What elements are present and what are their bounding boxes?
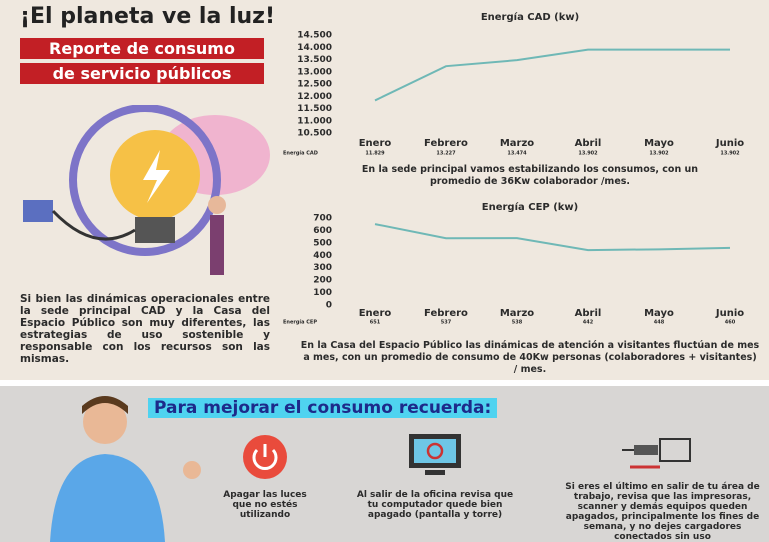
bulb-illustration (15, 105, 275, 285)
y-tick-label: 700 (313, 214, 332, 224)
tip: Al salir de la oficina revisa que tu com… (350, 490, 520, 520)
banner-line: de servicio públicos (20, 63, 264, 84)
value-label: 13.474 (507, 151, 527, 157)
tip: Apagar las luces que no estés utilizando (215, 490, 315, 520)
x-tick-label: Mayo (644, 308, 674, 319)
y-tick-label: 100 (313, 288, 332, 298)
infographic: ¡El planeta ve la luz! Reporte de consum… (0, 0, 769, 542)
y-tick-label: 11.000 (297, 116, 332, 126)
y-tick-label: 12.500 (297, 80, 332, 90)
chart-note: En la sede principal vamos estabilizando… (360, 164, 700, 188)
value-label: 448 (654, 320, 665, 326)
value-label: 537 (441, 320, 452, 326)
computer-icon (405, 430, 465, 480)
value-label: 13.902 (720, 151, 740, 157)
y-tick-label: 14.500 (297, 31, 332, 41)
title: ¡El planeta ve la luz! (20, 4, 275, 29)
data-line (375, 224, 730, 250)
x-tick-label: Marzo (500, 138, 534, 149)
value-label: 538 (512, 320, 523, 326)
x-tick-label: Febrero (424, 138, 468, 149)
chart-title: Energía CEP (kw) (482, 201, 579, 213)
value-label: 442 (583, 320, 594, 326)
chart-cad: Energía CAD (kw) 10.500 11.000 11.500 12.000… (280, 8, 760, 163)
y-tick-label: 600 (313, 226, 332, 236)
x-tick-label: Abril (575, 308, 602, 319)
value-label: 11.829 (365, 151, 385, 157)
banner-line: Reporte de consumo (20, 38, 264, 59)
y-tick-label: 400 (313, 251, 332, 261)
data-line (375, 50, 730, 101)
x-tick-label: Marzo (500, 308, 534, 319)
chart-title: Energía CAD (kw) (481, 11, 579, 23)
tip: Si eres el último en salir de tu área de… (560, 482, 765, 542)
chart-note: En la Casa del Espacio Público las dinám… (300, 340, 760, 376)
value-label: 13.902 (578, 151, 598, 157)
plug-icon (620, 435, 700, 475)
y-tick-label: 200 (313, 276, 332, 286)
x-tick-label: Junio (715, 308, 744, 319)
intro-text: Si bien las dinámicas operacionales entr… (20, 293, 270, 365)
value-label: 13.902 (649, 151, 669, 157)
x-tick-label: Enero (359, 308, 392, 319)
row-label: Energía CEP (283, 319, 317, 326)
x-tick-label: Abril (575, 138, 602, 149)
y-tick-label: 14.000 (297, 43, 332, 53)
y-tick-label: 10.500 (297, 129, 332, 139)
value-label: 651 (370, 320, 381, 326)
x-tick-label: Enero (359, 138, 392, 149)
x-tick-label: Mayo (644, 138, 674, 149)
value-label: 460 (725, 320, 736, 326)
banner: Reporte de consumo de servicio públicos (20, 38, 264, 84)
x-tick-label: Febrero (424, 308, 468, 319)
power-icon (235, 432, 295, 482)
chart-cep: Energía CEP (kw) 0 100 200 300 400 500 600 700 En… (280, 198, 760, 333)
y-tick-label: 12.000 (297, 92, 332, 102)
y-tick-label: 11.500 (297, 104, 332, 114)
y-tick-label: 13.500 (297, 55, 332, 65)
x-tick-label: Junio (715, 138, 744, 149)
y-tick-label: 0 (326, 301, 332, 311)
row-label: Energía CAD (283, 150, 318, 157)
y-tick-label: 13.000 (297, 67, 332, 77)
y-tick-label: 300 (313, 263, 332, 273)
y-tick-label: 500 (313, 238, 332, 248)
person-illustration (10, 392, 210, 542)
value-label: 13.227 (436, 151, 456, 157)
